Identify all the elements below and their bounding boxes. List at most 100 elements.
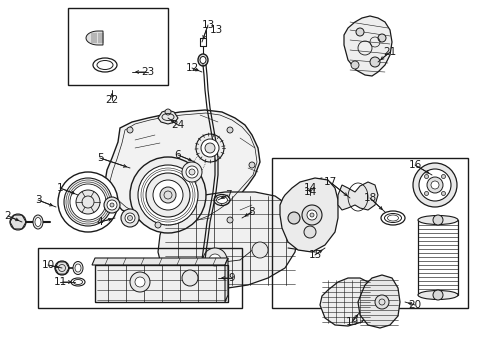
Circle shape — [203, 248, 226, 272]
Ellipse shape — [73, 279, 82, 284]
Circle shape — [146, 173, 190, 217]
Circle shape — [196, 134, 224, 162]
Bar — [95, 265, 227, 302]
Text: 15: 15 — [308, 250, 321, 260]
Ellipse shape — [417, 291, 457, 300]
Text: 3: 3 — [35, 195, 41, 205]
FancyArrowPatch shape — [222, 276, 229, 279]
Polygon shape — [158, 110, 178, 124]
Bar — [68, 8, 168, 85]
Text: 14: 14 — [303, 187, 316, 197]
Ellipse shape — [33, 215, 43, 229]
Text: 22: 22 — [105, 95, 119, 105]
Polygon shape — [357, 275, 399, 328]
Text: 14: 14 — [303, 183, 316, 193]
FancyArrowPatch shape — [62, 280, 71, 283]
Circle shape — [138, 165, 198, 225]
FancyArrowPatch shape — [41, 201, 52, 206]
FancyArrowPatch shape — [102, 219, 111, 221]
Polygon shape — [280, 178, 337, 252]
FancyArrowPatch shape — [171, 120, 175, 123]
Text: 7: 7 — [224, 190, 231, 200]
Ellipse shape — [73, 261, 83, 275]
Text: 9: 9 — [228, 273, 235, 283]
Circle shape — [189, 169, 195, 175]
Text: 19: 19 — [345, 317, 358, 327]
Text: 2: 2 — [5, 211, 11, 221]
Circle shape — [441, 192, 445, 195]
Ellipse shape — [97, 60, 113, 69]
FancyArrowPatch shape — [11, 217, 19, 221]
Polygon shape — [224, 258, 227, 302]
FancyArrowPatch shape — [353, 315, 357, 320]
Circle shape — [55, 261, 69, 275]
Circle shape — [432, 290, 442, 300]
Circle shape — [76, 190, 100, 214]
FancyArrowPatch shape — [417, 166, 428, 173]
Text: 1: 1 — [57, 183, 63, 193]
Circle shape — [127, 216, 132, 220]
Text: 16: 16 — [407, 160, 421, 170]
Circle shape — [424, 192, 427, 195]
Circle shape — [70, 184, 106, 220]
Circle shape — [377, 34, 385, 42]
Text: 13: 13 — [201, 20, 214, 30]
Polygon shape — [158, 192, 297, 288]
Circle shape — [430, 181, 438, 189]
FancyArrowPatch shape — [408, 302, 411, 305]
Text: 24: 24 — [171, 120, 184, 130]
FancyArrowPatch shape — [317, 250, 321, 253]
Circle shape — [107, 200, 117, 210]
Circle shape — [309, 213, 313, 217]
Polygon shape — [319, 278, 371, 326]
Circle shape — [160, 187, 176, 203]
FancyArrowPatch shape — [51, 265, 58, 268]
Polygon shape — [92, 258, 227, 265]
Circle shape — [412, 163, 456, 207]
Text: 23: 23 — [141, 67, 154, 77]
Circle shape — [369, 57, 379, 67]
Circle shape — [127, 127, 133, 133]
FancyArrowPatch shape — [194, 68, 198, 71]
Ellipse shape — [384, 213, 401, 222]
Bar — [417, 220, 457, 295]
FancyArrowPatch shape — [203, 28, 206, 39]
Circle shape — [204, 143, 215, 153]
FancyArrowPatch shape — [221, 196, 225, 198]
Ellipse shape — [200, 57, 205, 63]
Text: 8: 8 — [248, 207, 255, 217]
Text: 11: 11 — [53, 277, 66, 287]
Circle shape — [424, 175, 427, 179]
Circle shape — [10, 214, 26, 230]
Circle shape — [248, 162, 254, 168]
Text: 6: 6 — [174, 150, 181, 160]
Circle shape — [125, 213, 135, 223]
Circle shape — [182, 162, 202, 182]
Text: 10: 10 — [41, 260, 55, 270]
Circle shape — [208, 254, 221, 266]
FancyArrowPatch shape — [380, 54, 387, 59]
Text: 17: 17 — [323, 177, 336, 187]
Polygon shape — [86, 31, 103, 45]
Circle shape — [432, 215, 442, 225]
Circle shape — [287, 212, 299, 224]
Text: 12: 12 — [185, 63, 198, 73]
FancyArrowPatch shape — [136, 71, 145, 73]
Circle shape — [441, 175, 445, 179]
Circle shape — [418, 169, 450, 201]
FancyArrowPatch shape — [180, 156, 191, 161]
Polygon shape — [337, 182, 377, 210]
FancyArrowPatch shape — [245, 213, 249, 216]
Circle shape — [135, 277, 145, 287]
FancyArrowPatch shape — [371, 200, 382, 210]
Circle shape — [130, 272, 150, 292]
Circle shape — [374, 295, 388, 309]
Circle shape — [201, 139, 219, 157]
Circle shape — [58, 172, 118, 232]
Circle shape — [155, 222, 161, 228]
Circle shape — [153, 180, 183, 210]
Circle shape — [304, 226, 315, 238]
Circle shape — [121, 209, 139, 227]
Polygon shape — [343, 16, 391, 76]
Circle shape — [306, 210, 316, 220]
